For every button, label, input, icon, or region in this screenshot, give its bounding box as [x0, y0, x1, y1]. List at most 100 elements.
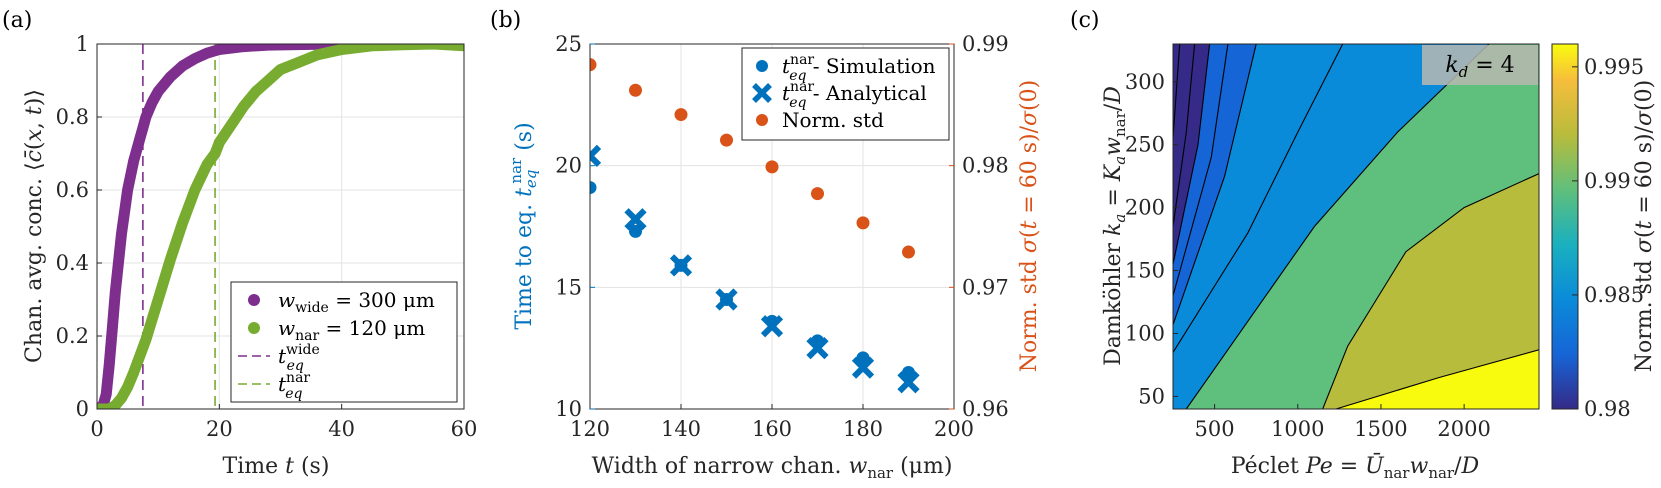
panel-b-xlabel: Width of narrow chan. wnar (μm) [592, 454, 953, 482]
marker-2 [674, 108, 688, 122]
contour-line [1173, 44, 1344, 353]
panel-b-ylabel-left: Time to eq. teqnar (s) [507, 122, 540, 329]
y-right-tick-label: 0.97 [962, 275, 1009, 299]
annotation-text: kd = 4 [1445, 53, 1514, 81]
y-right-tick-label: 0.96 [962, 397, 1009, 421]
contour-line [1173, 44, 1196, 227]
x-tick-label: 2000 [1437, 417, 1490, 441]
marker-1 [897, 371, 920, 394]
marker-stroke [760, 315, 784, 338]
marker-2 [629, 83, 642, 97]
marker-1 [715, 288, 738, 311]
marker-stroke [590, 151, 602, 168]
legend-entry: twide eq [278, 342, 320, 374]
panel-b: (b) 120 140 160 180 200 10 15 20 25 0.96 0.97 0.98 0… [490, 8, 1042, 482]
panel-a-ylabel: Chan. avg. conc. ⟨c̄(x, t)⟩ [22, 89, 47, 363]
panel-c-xlabel: Péclet Pe = Ūnarwnar/D [1231, 452, 1480, 482]
panel-c-annotation: kd = 4 [1422, 45, 1538, 85]
legend-box [741, 47, 950, 141]
x-tick-label: 60 [451, 417, 478, 441]
y-left-tick-label: 20 [555, 154, 582, 178]
y-left-tick-label: 25 [555, 32, 582, 56]
x-tick-label: 40 [328, 417, 355, 441]
panel-a-ticks: 0 20 40 60 0 0.2 0.4 0.6 0.8 1 [56, 32, 478, 441]
panel-c-axes-box [1172, 43, 1540, 410]
panel-a: (a) 0 20 40 60 0 0.2 0.4 0.6 0.8 1 Time t (s) Cha… [2, 8, 477, 479]
legend-entry: tnar eq - Analytical [782, 79, 927, 111]
marker-1 [760, 315, 784, 338]
marker-2 [811, 187, 824, 201]
y-left-tick-label: 15 [555, 275, 582, 299]
annotation-box [1422, 45, 1538, 85]
panel-c-contour-lines [1173, 44, 1539, 409]
marker-1 [669, 254, 693, 277]
colorbar-tick-label: 0.995 [1584, 55, 1644, 79]
y-right-tick-label: 0.99 [962, 32, 1009, 56]
legend-entry: tnar eq [278, 370, 310, 402]
contour-line [1173, 44, 1211, 265]
series-line-1 [97, 44, 464, 409]
panel-b-ylabel-right: Norm. std σ(t = 60 s)/σ(0) [1017, 80, 1042, 372]
marker-2 [902, 245, 915, 259]
y-tick-label: 300 [1125, 70, 1165, 94]
panel-c-contour-fills [1173, 44, 1539, 409]
panel-c: (c) kd = 4 500 1000 1500 2000 50 100 150 200 250… [1070, 8, 1657, 482]
contour-line [1322, 173, 1539, 409]
x-tick-label: 200 [934, 417, 974, 441]
colorbar-tick-label: 0.985 [1584, 283, 1644, 307]
marker-2 [856, 216, 870, 230]
x-tick-label: 160 [752, 417, 792, 441]
legend-marker [248, 294, 260, 306]
marker-1 [806, 337, 829, 360]
contour-line [1173, 44, 1181, 139]
legend-entry: wwide = 300 μm [278, 288, 435, 316]
x-tick-label: 140 [661, 417, 701, 441]
y-tick-label: 1 [76, 32, 89, 56]
marker-2 [720, 133, 733, 147]
panel-b-label: (b) [490, 8, 521, 33]
marker-stroke [897, 371, 920, 394]
legend-entry: tnar eq - Simulation [782, 52, 936, 84]
panel-c-ylabel: Damköhler ka = Kawnar/D [1101, 86, 1129, 366]
panel-a-label: (a) [2, 8, 32, 33]
y-left-tick-label: 10 [555, 397, 582, 421]
x-tick-label: 20 [206, 417, 233, 441]
y-tick-label: 0 [76, 397, 89, 421]
y-tick-label: 100 [1125, 321, 1165, 345]
x-tick-label: 180 [843, 417, 883, 441]
marker-1 [624, 208, 647, 231]
x-tick-label: 0 [90, 417, 103, 441]
marker-stroke [715, 288, 738, 311]
legend-marker [756, 114, 768, 126]
y-tick-label: 150 [1125, 259, 1165, 283]
panel-c-label: (c) [1070, 8, 1100, 33]
marker-stroke [752, 83, 772, 103]
marker-stroke [669, 254, 693, 277]
colorbar-gradient [1551, 43, 1579, 410]
marker-stroke [624, 208, 647, 231]
colorbar-tick-label: 0.99 [1584, 169, 1631, 193]
y-right-tick-label: 0.98 [962, 154, 1009, 178]
y-tick-label: 0.4 [56, 251, 89, 275]
colorbar-ticks: 0.98 0.985 0.99 0.995 [1572, 55, 1644, 421]
panel-c-ticks: 500 1000 1500 2000 50 100 150 200 250 300 [1125, 70, 1491, 441]
colorbar-label: Norm. std σ(t = 60 s)/σ(0) [1632, 80, 1657, 372]
legend-box [230, 281, 458, 403]
contour-line [1185, 44, 1490, 409]
marker-2 [590, 58, 597, 72]
marker-1 [851, 356, 875, 379]
contour-line [1173, 44, 1257, 325]
contour-line [1335, 349, 1539, 409]
panel-b-ticks: 120 140 160 180 200 10 15 20 25 0.96 0.97 0.98 0.99 [555, 32, 1009, 441]
x-tick-label: 1000 [1271, 417, 1324, 441]
y-tick-label: 250 [1125, 133, 1165, 157]
y-tick-label: 200 [1125, 196, 1165, 220]
colorbar-tick-label: 0.98 [1584, 397, 1631, 421]
x-tick-label: 500 [1195, 417, 1235, 441]
colorbar: 0.98 0.985 0.99 0.995 Norm. std σ(t = 60 s)… [1551, 43, 1657, 421]
series-line-0 [97, 44, 464, 409]
marker-0 [590, 181, 597, 195]
contour-line [1173, 44, 1229, 296]
